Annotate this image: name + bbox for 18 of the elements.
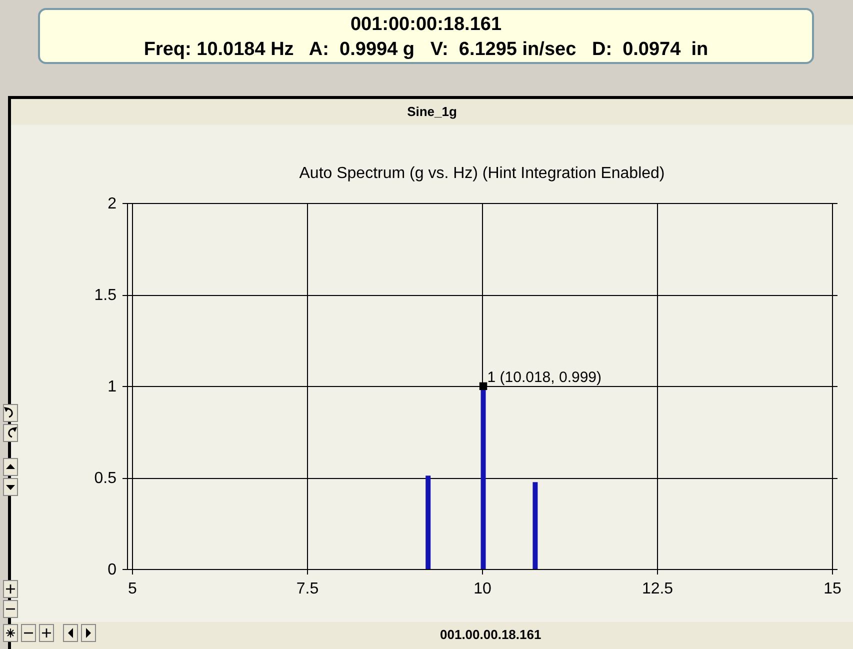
y-tick-label: 2 (108, 196, 117, 212)
x-tick-label: 7.5 (296, 580, 319, 598)
text: 001:00:00:18.161 (349, 13, 503, 37)
x-tick-label: 12.5 (642, 580, 674, 598)
bar (532, 482, 538, 569)
chart-title: Sine_1g (11, 99, 853, 125)
chart-subtitle: Auto Spectrum (g vs. Hz) (Hint Integration Enabled) (299, 165, 665, 182)
text: 001.00.00.18.161 (440, 627, 542, 642)
x-tick-label: 5 (128, 580, 138, 598)
y-tick-label: 0.5 (94, 470, 117, 487)
bar (426, 476, 431, 569)
text: Freq: 10.0184 Hz A: 0.9994 g V: 6.1295 in/sec D: 0.0974 in (142, 38, 710, 62)
y-tick-label: 0 (108, 562, 117, 578)
annotation: 1 (10.018, 0.999) (487, 369, 602, 386)
y-tick-label: 1 (108, 378, 117, 396)
x-tick-label: 15 (824, 580, 842, 598)
y-tick-label: 1.5 (94, 287, 117, 304)
x-tick-label: 10 (474, 580, 492, 598)
